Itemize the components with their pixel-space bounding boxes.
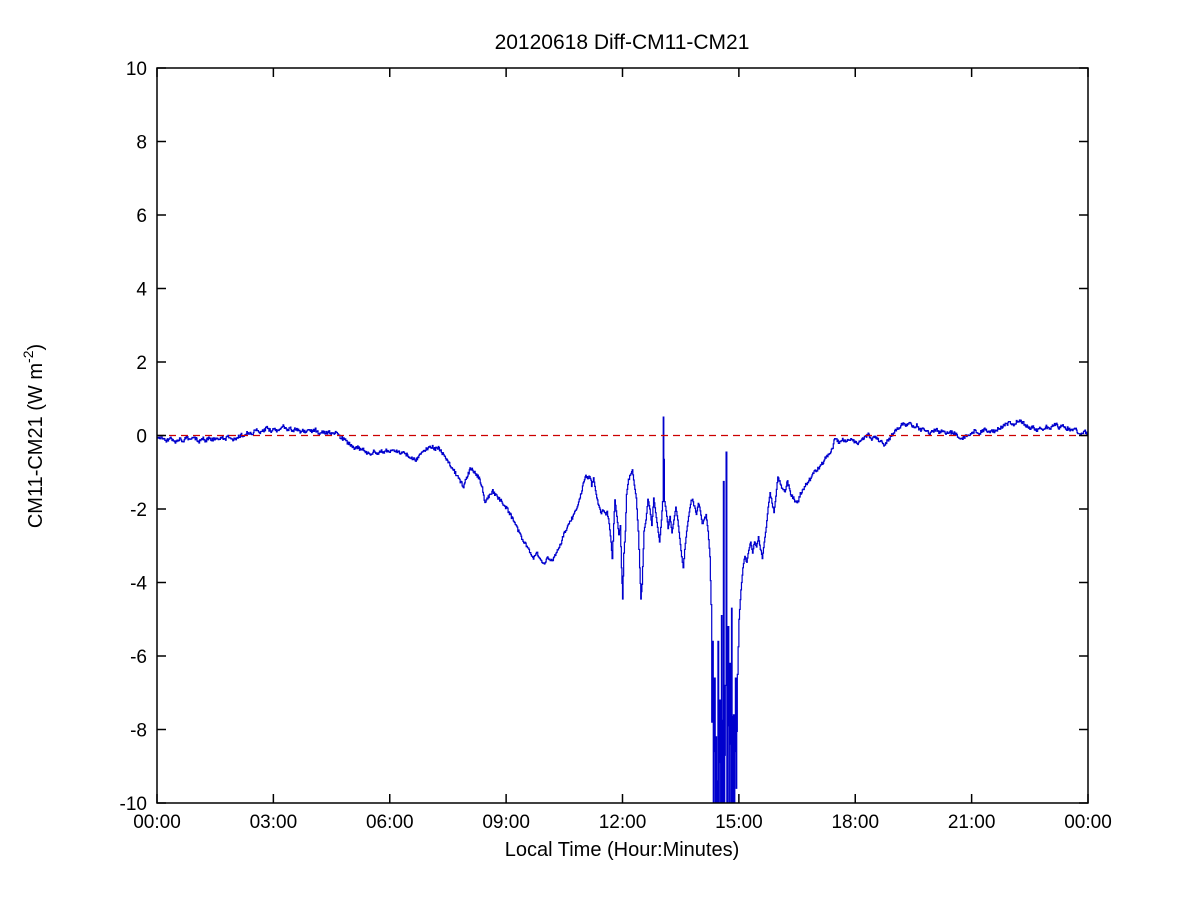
x-tick-label: 18:00 <box>831 812 879 833</box>
y-tick-label: 6 <box>136 206 147 227</box>
axes-box <box>156 67 1089 804</box>
y-tick-label: -8 <box>130 721 147 742</box>
tick-labels: 00:00 03:00 06:00 09:00 12:00 15:00 18:00 21:00… <box>120 59 1112 833</box>
x-tick-label: 15:00 <box>715 812 763 833</box>
diff-cm11-cm21-line <box>157 416 1088 803</box>
y-tick-label: -4 <box>130 574 147 595</box>
x-tick-label: 21:00 <box>948 812 996 833</box>
x-tick-label: 09:00 <box>482 812 530 833</box>
x-tick-label: 00:00 <box>1064 812 1112 833</box>
x-tick-label: 03:00 <box>250 812 298 833</box>
y-tick-label: 8 <box>136 133 147 154</box>
y-tick-label: 2 <box>136 353 147 374</box>
x-tick-label: 00:00 <box>133 812 181 833</box>
y-tick-label: -6 <box>130 647 147 668</box>
y-tick-label: 0 <box>136 427 147 448</box>
y-tick-label: -10 <box>120 794 147 815</box>
axes <box>156 67 1089 804</box>
y-axis-label: CM11-CM21 (W m-2) <box>20 344 47 528</box>
chart-title: 20120618 Diff-CM11-CM21 <box>495 31 750 54</box>
y-tick-label: 10 <box>126 59 147 80</box>
plot-series-area <box>157 416 1088 803</box>
y-tick-label: -2 <box>130 500 147 521</box>
x-axis-label: Local Time (Hour:Minutes) <box>505 839 740 861</box>
x-tick-label: 06:00 <box>366 812 414 833</box>
y-tick-label: 4 <box>136 280 147 301</box>
x-tick-label: 12:00 <box>599 812 647 833</box>
